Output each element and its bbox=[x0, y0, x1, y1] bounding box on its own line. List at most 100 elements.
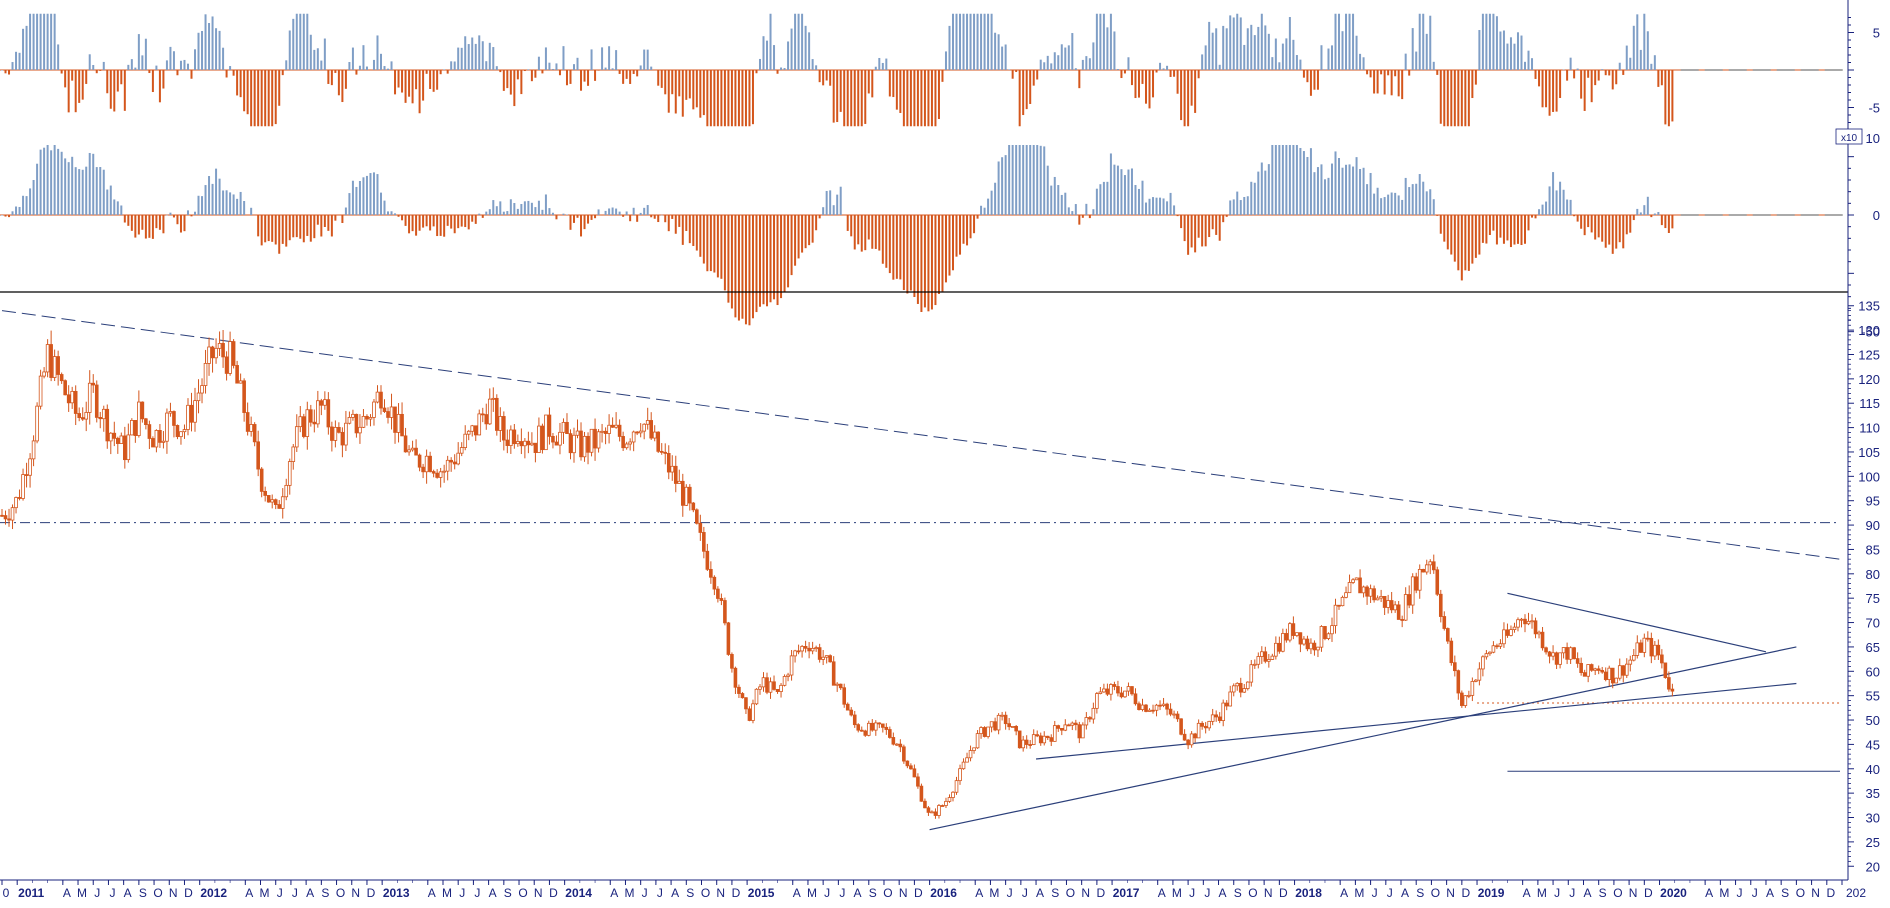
top-histogram-bar bbox=[920, 70, 923, 127]
top-histogram-bar bbox=[1411, 28, 1414, 70]
top-histogram-bar bbox=[1309, 70, 1312, 96]
mid-histogram-bar bbox=[1253, 182, 1256, 215]
mid-histogram-bar bbox=[1085, 203, 1088, 215]
top-histogram-bar bbox=[1664, 70, 1667, 125]
candle-body bbox=[1646, 637, 1650, 640]
mid-histogram-bar bbox=[60, 151, 63, 215]
mid-axis-tick-label: -50 bbox=[1861, 325, 1880, 340]
candle-body bbox=[1431, 561, 1436, 571]
mid-histogram-bar bbox=[1390, 192, 1393, 215]
price-axis-tick-label: 90 bbox=[1866, 518, 1880, 533]
top-histogram-bar bbox=[502, 70, 505, 91]
top-histogram-bar bbox=[1425, 33, 1428, 70]
top-histogram-bar bbox=[387, 68, 390, 70]
candle-body bbox=[986, 726, 990, 737]
mid-histogram-bar bbox=[88, 152, 91, 215]
mid-histogram-bar bbox=[860, 215, 863, 252]
candle-body bbox=[1509, 629, 1513, 636]
top-histogram-bar bbox=[1464, 70, 1467, 127]
candle-body bbox=[1470, 681, 1475, 696]
top-histogram-bar bbox=[1369, 70, 1372, 78]
candle-body bbox=[824, 655, 829, 658]
candle-body bbox=[1565, 647, 1569, 660]
candle-body bbox=[975, 733, 980, 749]
candle-body bbox=[965, 757, 969, 763]
mid-histogram-bar bbox=[804, 215, 807, 249]
mid-histogram-bar bbox=[492, 200, 495, 215]
candle-body bbox=[1337, 604, 1341, 607]
top-histogram-bar bbox=[1478, 30, 1481, 70]
top-histogram-bar bbox=[232, 70, 235, 76]
mid-histogram-bar bbox=[344, 207, 347, 215]
top-histogram-bar bbox=[186, 63, 189, 70]
candle-body bbox=[540, 425, 545, 451]
time-axis-tick-label: D bbox=[184, 886, 193, 900]
mid-histogram-bar bbox=[1471, 215, 1474, 264]
candle-body bbox=[480, 413, 485, 416]
mid-axis-tick-label: 0 bbox=[1873, 208, 1880, 223]
mid-histogram-bar bbox=[453, 215, 456, 234]
candle-body bbox=[1463, 695, 1468, 706]
candle-body bbox=[1305, 638, 1310, 650]
time-axis-tick-label: D bbox=[1826, 886, 1835, 900]
top-histogram-bar bbox=[1236, 13, 1239, 70]
mid-histogram-bar bbox=[685, 215, 688, 231]
candle-body bbox=[1516, 619, 1520, 628]
top-histogram-bar bbox=[994, 32, 997, 70]
mid-histogram-bar bbox=[888, 215, 891, 274]
mid-histogram-bar bbox=[1446, 215, 1449, 250]
price-axis-tick-label: 100 bbox=[1858, 469, 1880, 484]
top-histogram-bar bbox=[1, 70, 3, 71]
mid-histogram-bar bbox=[418, 215, 421, 231]
mid-histogram-bar bbox=[794, 215, 797, 266]
mid-histogram-bar bbox=[92, 153, 95, 215]
top-histogram-bar bbox=[1106, 27, 1109, 70]
candle-body bbox=[361, 415, 366, 428]
top-histogram-bar bbox=[1566, 70, 1569, 81]
mid-histogram-bar bbox=[1594, 215, 1597, 240]
top-histogram-bar bbox=[1232, 17, 1235, 70]
mid-histogram-bar bbox=[471, 215, 474, 222]
top-oscillator-panel bbox=[0, 13, 1848, 127]
mid-histogram-bar bbox=[1302, 151, 1305, 215]
top-histogram-bar bbox=[1534, 70, 1537, 79]
top-histogram-bar bbox=[1288, 17, 1291, 70]
mid-histogram-bar bbox=[1029, 145, 1032, 215]
top-histogram-bar bbox=[597, 70, 600, 71]
price-axis-tick-label: 105 bbox=[1858, 445, 1880, 460]
top-histogram-bar bbox=[643, 49, 646, 70]
candle-body bbox=[158, 430, 162, 443]
time-axis-tick-label: N bbox=[351, 886, 360, 900]
top-histogram-bar bbox=[1432, 61, 1435, 70]
mid-histogram-bar bbox=[1499, 215, 1502, 238]
top-histogram-bar bbox=[1545, 70, 1548, 108]
top-histogram-bar bbox=[790, 28, 793, 70]
mid-histogram-bar bbox=[797, 215, 800, 259]
mid-histogram-bar bbox=[937, 215, 940, 294]
top-histogram-bar bbox=[1583, 70, 1586, 111]
top-histogram-bar bbox=[78, 70, 81, 103]
top-histogram-bar bbox=[211, 16, 214, 70]
top-histogram-bar bbox=[355, 70, 358, 75]
mid-histogram-bar bbox=[1281, 145, 1284, 215]
candle-body bbox=[1109, 684, 1113, 695]
time-axis-tick-label: J bbox=[824, 886, 830, 900]
mid-histogram-bar bbox=[695, 215, 698, 251]
time-axis-tick-label: O bbox=[1613, 886, 1622, 900]
mid-histogram-bar bbox=[1008, 145, 1011, 215]
candle-body bbox=[1354, 577, 1359, 581]
top-histogram-bar bbox=[1443, 70, 1446, 127]
mid-histogram-bar bbox=[313, 215, 316, 239]
mid-histogram-bar bbox=[1597, 215, 1600, 238]
mid-histogram-bar bbox=[218, 178, 221, 215]
top-histogram-bar bbox=[1415, 51, 1418, 70]
candle-body bbox=[747, 708, 752, 721]
top-histogram-bar bbox=[1618, 62, 1621, 70]
candle-body bbox=[1424, 564, 1429, 573]
candle-body bbox=[1326, 633, 1331, 639]
long-downtrend-line bbox=[1, 310, 1841, 560]
mid-histogram-bar bbox=[1043, 146, 1046, 215]
mid-histogram-bar bbox=[934, 215, 937, 306]
candle-body bbox=[512, 429, 517, 445]
candle-body bbox=[1105, 688, 1110, 695]
